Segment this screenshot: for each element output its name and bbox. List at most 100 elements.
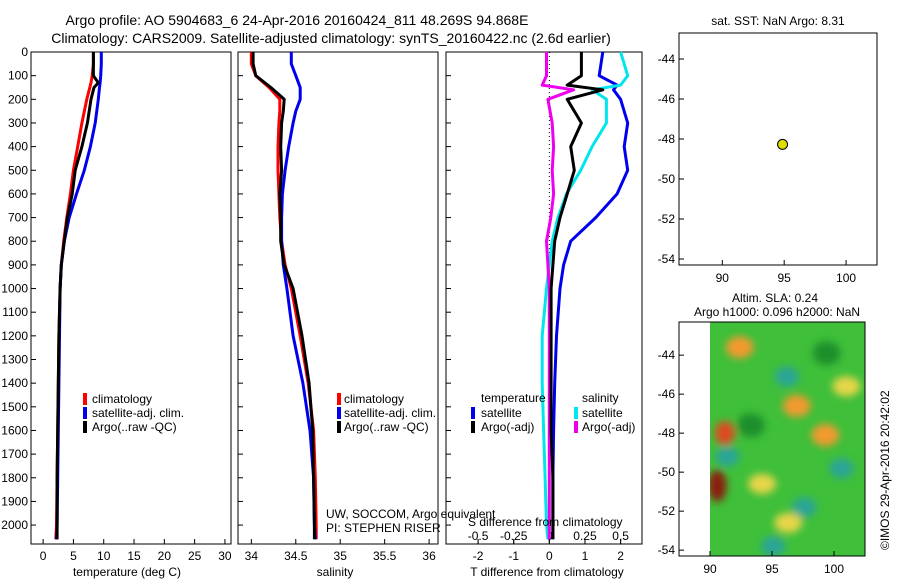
sla-blob-yellow xyxy=(832,376,861,397)
legend-label-argo: Argo(..raw -QC) xyxy=(344,420,429,434)
t-argo-line xyxy=(549,52,605,540)
imos-credit: ©IMOS 29-Apr-2016 20:42:02 xyxy=(878,390,892,550)
legend-swatch-argo xyxy=(337,421,341,433)
x-tick-label: 25 xyxy=(188,549,202,563)
depth-tick-label: 1000 xyxy=(1,282,28,296)
lat-tick-label: -52 xyxy=(658,212,676,226)
temperature-xlabel: temperature (deg C) xyxy=(73,565,181,579)
location-map: -44 -46 -48 -50 -52 -54 90 95 100 xyxy=(658,52,857,285)
x-tick-label: 34 xyxy=(245,549,259,563)
x-tick-label: 30 xyxy=(218,549,232,563)
lat-tick-label: -54 xyxy=(658,252,676,266)
credit-line-2: PI: STEPHEN RISER xyxy=(326,521,441,535)
depth-tick-label: 1300 xyxy=(1,353,28,367)
s-tick-label: -0.5 xyxy=(468,529,489,543)
x-tick-label: 1 xyxy=(582,549,589,563)
depth-tick-label: 2000 xyxy=(1,518,28,532)
sla-subtitle: Argo h1000: 0.096 h2000: NaN xyxy=(694,305,860,319)
t-satellite-line xyxy=(551,51,630,540)
sla-blob-yellow xyxy=(748,473,777,494)
depth-tick-label: 1700 xyxy=(1,447,28,461)
depth-tick-label: 1600 xyxy=(1,423,28,437)
title-line-1: Argo profile: AO 5904683_6 24-Apr-2016 2… xyxy=(66,12,529,28)
argo-line xyxy=(251,52,316,540)
salinity-xlabel: salinity xyxy=(317,565,354,579)
lat-tick-label: -50 xyxy=(658,172,676,186)
sla-blob-darkgreen xyxy=(812,341,841,366)
sla-blob-teal xyxy=(792,497,817,518)
salinity-legend: climatology satellite-adj. clim. Argo(..… xyxy=(337,392,436,434)
salinity-panel-frame xyxy=(237,51,439,545)
sla-title: Altim. SLA: 0.24 xyxy=(732,291,818,305)
x-tick-label: 34.5 xyxy=(284,549,308,563)
legend-swatch-climatology xyxy=(83,393,87,405)
lat-tick-label: -46 xyxy=(658,92,676,106)
depth-tick-label: 600 xyxy=(8,187,28,201)
sla-blob-red xyxy=(714,421,735,446)
legend-swatch-satellite xyxy=(337,407,341,419)
depth-tick-label: 300 xyxy=(8,116,28,130)
sla-blob-teal xyxy=(774,366,799,387)
legend-swatch-climatology xyxy=(337,393,341,405)
legend-label-s-argo: Argo(-adj) xyxy=(582,420,635,434)
difference-panel-frame xyxy=(445,51,643,545)
s-argo-line xyxy=(540,52,576,540)
legend-swatch-s-satellite xyxy=(574,407,578,419)
satellite-line xyxy=(55,52,103,540)
x-tick-label: 15 xyxy=(127,549,141,563)
legend-header-temperature: temperature xyxy=(481,391,546,405)
depth-tick-label: 500 xyxy=(8,163,28,177)
sla-blob-orange xyxy=(782,394,811,417)
legend-swatch-t-satellite xyxy=(471,407,475,419)
depth-tick-label: 900 xyxy=(8,258,28,272)
legend-swatch-argo xyxy=(83,421,87,433)
legend-header-salinity: salinity xyxy=(582,391,619,405)
title-line-2: Climatology: CARS2009. Satellite-adjuste… xyxy=(51,30,611,46)
x-tick-label: 0 xyxy=(40,549,47,563)
depth-tick-label: 1200 xyxy=(1,329,28,343)
temperature-panel-frame xyxy=(30,51,232,545)
lat-tick-label: -48 xyxy=(658,132,676,146)
x-tick-label: 35 xyxy=(334,549,348,563)
x-tick-label: 36 xyxy=(422,549,436,563)
x-tick-label: 5 xyxy=(70,549,77,563)
sla-blob-teal xyxy=(715,446,740,467)
s-axis-label: S difference from climatology xyxy=(468,515,623,529)
map-panel-frame xyxy=(678,32,878,266)
lat-tick-label: -44 xyxy=(658,348,676,362)
legend-label-climatology: climatology xyxy=(92,392,152,406)
depth-tick-label: 800 xyxy=(8,234,28,248)
s-satellite-line xyxy=(540,51,630,540)
sla-heatmap: -44 -46 -48 -50 -52 -54 90 95 100 xyxy=(658,321,866,576)
depth-tick-label: 1400 xyxy=(1,376,28,390)
climatology-line xyxy=(249,52,318,540)
sla-field xyxy=(710,322,865,556)
legend-label-satellite: satellite-adj. clim. xyxy=(344,406,436,420)
lon-tick-label: 95 xyxy=(765,562,779,576)
sla-blob-darkred xyxy=(710,469,727,502)
lat-tick-label: -46 xyxy=(658,387,676,401)
depth-tick-label: 1800 xyxy=(1,471,28,485)
lon-tick-label: 100 xyxy=(836,271,856,285)
argo-line xyxy=(55,52,100,540)
lat-tick-label: -50 xyxy=(658,465,676,479)
sla-blob-darkgreen xyxy=(736,413,765,438)
legend-label-climatology: climatology xyxy=(344,392,404,406)
s-tick-label: -0.25 xyxy=(500,529,528,543)
x-tick-label: 35.5 xyxy=(373,549,397,563)
difference-xlabel: T difference from climatology xyxy=(470,565,624,579)
x-tick-label: -1 xyxy=(508,549,519,563)
sla-blob-orange xyxy=(811,424,840,447)
lon-tick-label: 90 xyxy=(716,271,730,285)
depth-tick-label: 1900 xyxy=(1,494,28,508)
depth-tick-label: 1100 xyxy=(2,305,28,319)
sla-blob-teal xyxy=(829,458,854,479)
x-tick-label: 2 xyxy=(617,549,624,563)
lat-tick-label: -44 xyxy=(658,52,676,66)
x-tick-label: 0 xyxy=(546,549,553,563)
s-tick-label: 0.5 xyxy=(612,529,629,543)
s-tick-label: 0.25 xyxy=(573,529,597,543)
lon-tick-label: 100 xyxy=(824,562,844,576)
